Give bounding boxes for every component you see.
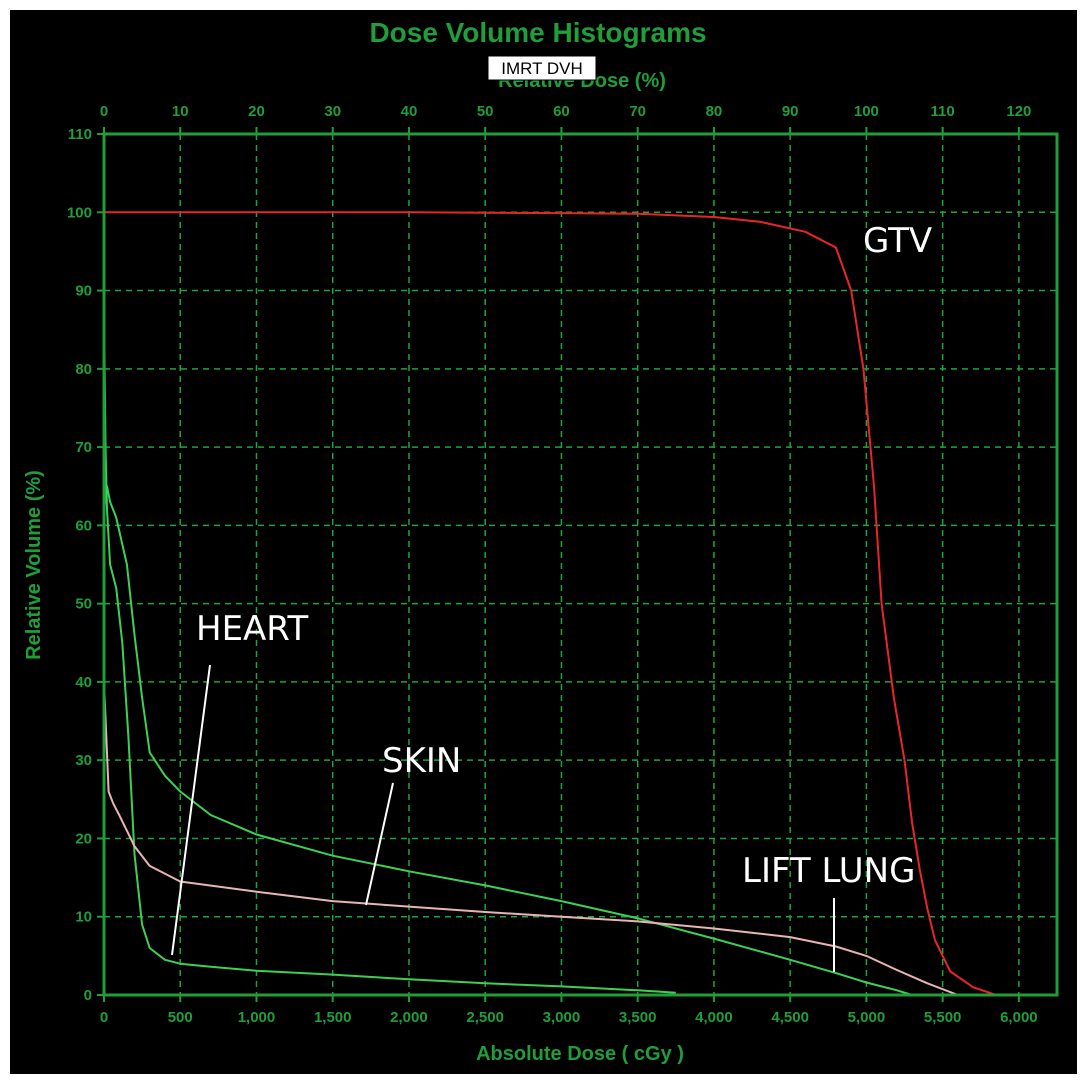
annotation-skin: SKIN — [382, 741, 461, 781]
annotations: GTV HEART SKIN LIFT LUNG — [171, 221, 932, 972]
x-tick-label: 3,000 — [543, 1009, 581, 1026]
chart-background — [10, 10, 1077, 1074]
y-tick-label: 100 — [67, 204, 92, 221]
x-tick-label: 500 — [168, 1009, 193, 1026]
series-line-heart — [103, 306, 676, 994]
x-tick-label: 0 — [100, 1009, 108, 1026]
chart-subtitle: IMRT DVH — [501, 59, 583, 78]
x-axis-title: Absolute Dose ( cGy ) — [476, 1043, 684, 1065]
x2-tick-label: 90 — [782, 103, 799, 120]
series-line-lung — [103, 485, 913, 996]
x2-tick-label: 0 — [100, 103, 108, 120]
grid-lines — [104, 134, 1057, 995]
y-tick-label: 10 — [75, 909, 92, 926]
annotation-skin-pointer — [365, 782, 394, 906]
y-tick-label: 90 — [75, 283, 92, 300]
series-lines — [103, 211, 997, 996]
y-tick-label: 70 — [75, 439, 92, 456]
x-tick-label: 1,500 — [314, 1009, 352, 1026]
x-tick-label: 2,000 — [390, 1009, 428, 1026]
y-axis-title: Relative Volume (%) — [23, 470, 45, 660]
y-tick-label: 40 — [75, 674, 92, 691]
x2-tick-label: 20 — [248, 103, 265, 120]
x2-tick-label: 50 — [477, 103, 494, 120]
x-tick-label: 3,500 — [619, 1009, 657, 1026]
annotation-lift-lung: LIFT LUNG — [742, 851, 915, 891]
x2-tick-label: 120 — [1006, 103, 1031, 120]
chart-title: Dose Volume Histograms — [369, 17, 706, 48]
x-tick-label: 1,000 — [238, 1009, 276, 1026]
annotation-heart: HEART — [196, 609, 308, 649]
x-tick-label: 2,500 — [466, 1009, 504, 1026]
x-tick-label: 5,000 — [848, 1009, 886, 1026]
x2-tick-label: 30 — [324, 103, 341, 120]
x2-tick-label: 100 — [854, 103, 879, 120]
x2-tick-label: 60 — [553, 103, 570, 120]
annotation-heart-pointer — [171, 664, 211, 956]
x-tick-label: 5,500 — [924, 1009, 962, 1026]
x2-tick-label: 110 — [931, 103, 955, 120]
x-tick-label: 6,000 — [1000, 1009, 1038, 1026]
x2-tick-label: 80 — [706, 103, 723, 120]
x-tick-label: 4,500 — [771, 1009, 809, 1026]
y-tick-label: 60 — [75, 517, 92, 534]
series-line-gtv — [104, 211, 997, 996]
x2-tick-label: 10 — [172, 103, 189, 120]
series-line-skin — [103, 681, 959, 996]
y-tick-label: 50 — [75, 596, 92, 613]
x2-tick-label: 70 — [629, 103, 646, 120]
x2-tick-label: 40 — [401, 103, 418, 120]
axis-ticks: 0 500 1,000 1,500 2,000 2,500 3,000 3,500 4,000 4… — [67, 103, 1038, 1026]
y-tick-label: 0 — [84, 987, 92, 1004]
y-axis-title-group: Relative Volume (%) — [23, 470, 45, 660]
y-tick-label: 80 — [75, 361, 92, 378]
subtitle-box: IMRT DVH — [487, 55, 597, 81]
plot-frame — [102, 132, 1059, 997]
y-tick-label: 20 — [75, 830, 92, 847]
x-tick-label: 4,000 — [695, 1009, 733, 1026]
annotation-gtv: GTV — [863, 221, 932, 261]
y-tick-label: 30 — [75, 752, 92, 769]
y-tick-label: 110 — [68, 126, 92, 143]
